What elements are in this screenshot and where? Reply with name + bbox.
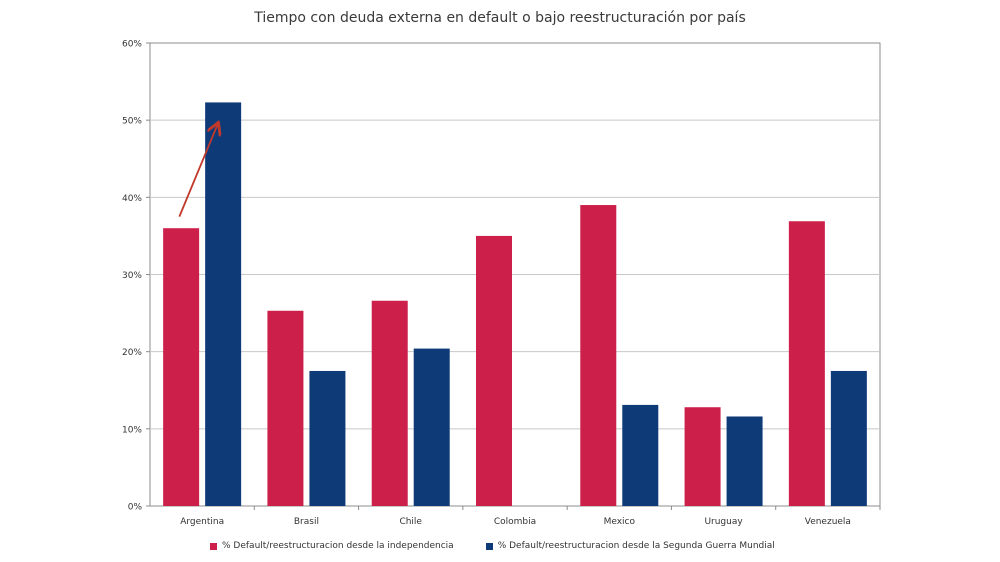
legend-swatch-segunda-guerra [485,542,493,550]
bar-independencia [580,205,617,507]
annotation-arrow [178,124,217,217]
y-tick-label: 50% [122,117,142,127]
bar-independencia [371,300,408,506]
y-tick-label: 20% [122,348,142,358]
y-tick-label: 60% [122,40,142,50]
x-tick-label: Mexico [604,517,636,527]
bar-segunda-guerra [309,370,346,506]
legend-item-independencia: % Default/reestructuracion desde la inde… [210,541,454,551]
bar-independencia [163,228,200,506]
chart-legend: % Default/reestructuracion desde la inde… [210,538,807,554]
x-tick-label: Argentina [180,517,224,527]
bar-segunda-guerra [205,102,242,506]
y-tick-label: 0% [128,503,143,513]
bar-segunda-guerra [830,370,867,506]
bar-independencia [476,235,512,506]
legend-swatch-independencia [210,542,217,550]
legend-label-segunda-guerra: % Default/reestructuracion desde la Segu… [497,541,775,551]
bar-segunda-guerra [622,404,659,506]
y-tick-label: 10% [122,425,142,435]
bar-segunda-guerra [726,416,763,506]
chart-title: Tiempo con deuda externa en default o ba… [254,10,746,26]
bar-independencia [684,407,721,506]
bar-independencia [788,221,825,506]
bar-independencia [267,310,304,506]
y-tick-label: 40% [122,194,142,204]
legend-item-segunda-guerra: % Default/reestructuracion desde la Segu… [485,541,775,551]
bar-segunda-guerra [413,348,450,506]
x-tick-label: Colombia [494,517,536,527]
x-tick-label: Chile [399,517,422,527]
x-tick-label: Brasil [294,517,319,527]
legend-label-independencia: % Default/reestructuracion desde la inde… [222,541,454,551]
y-tick-label: 30% [122,271,142,281]
x-tick-label: Venezuela [805,517,851,527]
x-tick-label: Uruguay [704,517,743,527]
